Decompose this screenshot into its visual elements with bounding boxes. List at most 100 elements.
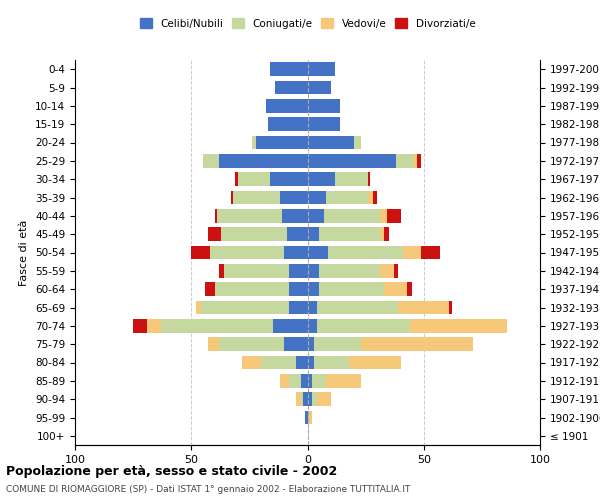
Bar (317, 300, 398, 314)
Bar (308, 356, 314, 370)
Bar (266, 99, 308, 112)
Bar (219, 154, 308, 168)
Bar (407, 282, 412, 296)
Bar (275, 80, 308, 94)
Bar (398, 300, 449, 314)
Bar (354, 136, 361, 149)
Bar (335, 172, 368, 186)
Bar (238, 172, 271, 186)
Bar (319, 282, 384, 296)
Bar (219, 338, 284, 351)
Legend: Celibi/Nubili, Coniugati/e, Vedovi/e, Divorziati/e: Celibi/Nubili, Coniugati/e, Vedovi/e, Di… (137, 15, 478, 32)
Bar (449, 300, 452, 314)
Bar (133, 319, 147, 332)
Bar (261, 356, 296, 370)
Bar (268, 118, 308, 131)
Bar (308, 80, 331, 94)
Bar (235, 172, 238, 186)
Bar (231, 190, 233, 204)
Bar (289, 300, 308, 314)
Bar (380, 228, 384, 241)
Bar (308, 300, 317, 314)
Bar (287, 228, 308, 241)
Bar (317, 319, 410, 332)
Bar (252, 136, 256, 149)
Bar (394, 264, 398, 278)
Bar (217, 209, 282, 222)
Bar (308, 154, 396, 168)
Bar (256, 136, 308, 149)
Bar (208, 228, 221, 241)
Bar (415, 154, 417, 168)
Bar (289, 374, 301, 388)
Bar (272, 319, 308, 332)
Bar (314, 356, 349, 370)
Bar (224, 264, 289, 278)
Bar (326, 374, 361, 388)
Bar (305, 410, 308, 424)
Bar (289, 282, 308, 296)
Bar (284, 246, 308, 260)
Bar (210, 246, 284, 260)
Bar (296, 356, 308, 370)
Bar (380, 264, 394, 278)
Bar (308, 62, 335, 76)
Bar (308, 392, 312, 406)
Bar (242, 356, 261, 370)
Bar (410, 319, 508, 332)
Bar (308, 264, 319, 278)
Bar (161, 319, 272, 332)
Bar (308, 209, 324, 222)
Bar (147, 319, 161, 332)
Bar (384, 282, 407, 296)
Bar (203, 154, 219, 168)
Bar (308, 319, 317, 332)
Text: Popolazione per età, sesso e stato civile - 2002: Popolazione per età, sesso e stato civil… (6, 465, 337, 478)
Bar (308, 282, 319, 296)
Bar (324, 209, 380, 222)
Bar (271, 172, 308, 186)
Bar (289, 264, 308, 278)
Bar (280, 374, 289, 388)
Bar (196, 300, 200, 314)
Bar (319, 228, 380, 241)
Bar (308, 99, 340, 112)
Bar (280, 190, 308, 204)
Bar (215, 209, 217, 222)
Bar (271, 62, 308, 76)
Bar (368, 172, 370, 186)
Bar (403, 246, 421, 260)
Bar (386, 209, 401, 222)
Bar (200, 300, 289, 314)
Bar (308, 374, 312, 388)
Bar (296, 392, 301, 406)
Bar (301, 374, 308, 388)
Bar (308, 228, 319, 241)
Bar (368, 190, 373, 204)
Bar (417, 154, 421, 168)
Bar (215, 282, 289, 296)
Bar (312, 374, 326, 388)
Bar (308, 410, 312, 424)
Bar (396, 154, 415, 168)
Bar (219, 264, 224, 278)
Bar (380, 209, 386, 222)
Bar (208, 338, 219, 351)
Bar (308, 118, 340, 131)
Bar (301, 392, 303, 406)
Bar (233, 190, 280, 204)
Y-axis label: Fasce di età: Fasce di età (19, 220, 29, 286)
Bar (205, 282, 215, 296)
Bar (421, 246, 440, 260)
Bar (221, 228, 287, 241)
Bar (312, 392, 317, 406)
Bar (326, 190, 368, 204)
Bar (373, 190, 377, 204)
Text: COMUNE DI RIOMAGGIORE (SP) - Dati ISTAT 1° gennaio 2002 - Elaborazione TUTTITALI: COMUNE DI RIOMAGGIORE (SP) - Dati ISTAT … (6, 485, 410, 494)
Bar (308, 172, 335, 186)
Bar (308, 190, 326, 204)
Bar (303, 392, 308, 406)
Bar (308, 136, 354, 149)
Bar (282, 209, 308, 222)
Bar (308, 246, 328, 260)
